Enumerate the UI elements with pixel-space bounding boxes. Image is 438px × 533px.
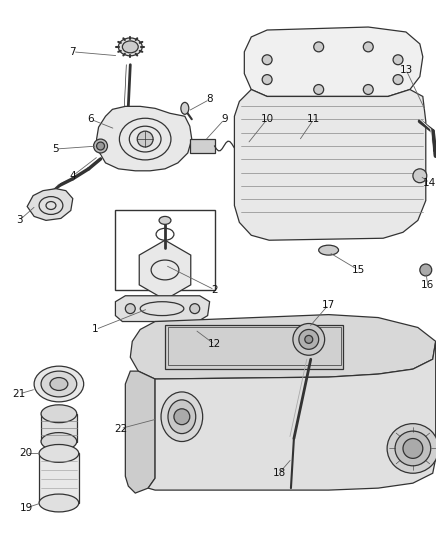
- Polygon shape: [97, 107, 192, 171]
- Circle shape: [314, 42, 324, 52]
- Ellipse shape: [319, 245, 339, 255]
- Bar: [41, 414, 77, 441]
- Circle shape: [363, 85, 373, 94]
- Text: 21: 21: [13, 389, 26, 399]
- Bar: [116, 211, 215, 290]
- Text: 3: 3: [16, 215, 22, 225]
- Text: 9: 9: [221, 114, 228, 124]
- Text: 2: 2: [211, 285, 218, 295]
- Circle shape: [393, 75, 403, 85]
- Circle shape: [137, 131, 153, 147]
- Circle shape: [188, 322, 201, 336]
- Text: 13: 13: [399, 64, 413, 75]
- Polygon shape: [130, 314, 436, 379]
- Ellipse shape: [161, 392, 203, 441]
- Text: 1: 1: [92, 325, 99, 335]
- Text: 16: 16: [421, 280, 434, 290]
- Text: 14: 14: [423, 177, 436, 188]
- Circle shape: [97, 142, 105, 150]
- Circle shape: [403, 439, 423, 458]
- Circle shape: [291, 138, 307, 154]
- Circle shape: [305, 335, 313, 343]
- Circle shape: [314, 85, 324, 94]
- Bar: [165, 325, 343, 369]
- Polygon shape: [27, 189, 73, 220]
- Ellipse shape: [181, 102, 189, 114]
- Bar: [190, 139, 215, 153]
- Text: 8: 8: [206, 94, 213, 104]
- Text: 5: 5: [53, 144, 59, 154]
- Text: 15: 15: [352, 265, 365, 275]
- Text: 12: 12: [208, 340, 221, 349]
- Polygon shape: [125, 371, 155, 493]
- Ellipse shape: [41, 405, 77, 423]
- Ellipse shape: [159, 216, 171, 224]
- Text: 20: 20: [20, 448, 33, 458]
- Text: 4: 4: [70, 171, 76, 181]
- Polygon shape: [139, 240, 191, 300]
- Polygon shape: [244, 27, 423, 96]
- Circle shape: [363, 42, 373, 52]
- Circle shape: [413, 169, 427, 183]
- Text: 17: 17: [322, 300, 335, 310]
- Ellipse shape: [122, 41, 138, 53]
- Circle shape: [262, 55, 272, 64]
- Text: 22: 22: [114, 424, 127, 434]
- Polygon shape: [234, 90, 426, 240]
- Text: 11: 11: [307, 114, 320, 124]
- Bar: [39, 454, 79, 503]
- Circle shape: [174, 409, 190, 425]
- Ellipse shape: [41, 433, 77, 450]
- Circle shape: [94, 139, 107, 153]
- Text: 10: 10: [261, 114, 274, 124]
- Circle shape: [293, 324, 325, 356]
- Circle shape: [393, 55, 403, 64]
- Circle shape: [262, 75, 272, 85]
- Ellipse shape: [34, 366, 84, 402]
- Text: 19: 19: [20, 503, 33, 513]
- Ellipse shape: [118, 38, 142, 56]
- Text: 18: 18: [272, 469, 286, 478]
- Ellipse shape: [39, 494, 79, 512]
- Ellipse shape: [395, 431, 431, 466]
- Circle shape: [294, 141, 304, 151]
- Circle shape: [420, 264, 432, 276]
- Circle shape: [125, 304, 135, 313]
- Ellipse shape: [387, 424, 438, 473]
- Ellipse shape: [41, 371, 77, 397]
- Circle shape: [299, 329, 319, 349]
- Ellipse shape: [168, 400, 196, 433]
- Circle shape: [190, 304, 200, 313]
- Polygon shape: [116, 296, 210, 321]
- Bar: [168, 327, 340, 365]
- Ellipse shape: [39, 445, 79, 462]
- Ellipse shape: [50, 377, 68, 391]
- Text: 7: 7: [70, 47, 76, 57]
- Text: 6: 6: [87, 114, 94, 124]
- Polygon shape: [148, 341, 436, 490]
